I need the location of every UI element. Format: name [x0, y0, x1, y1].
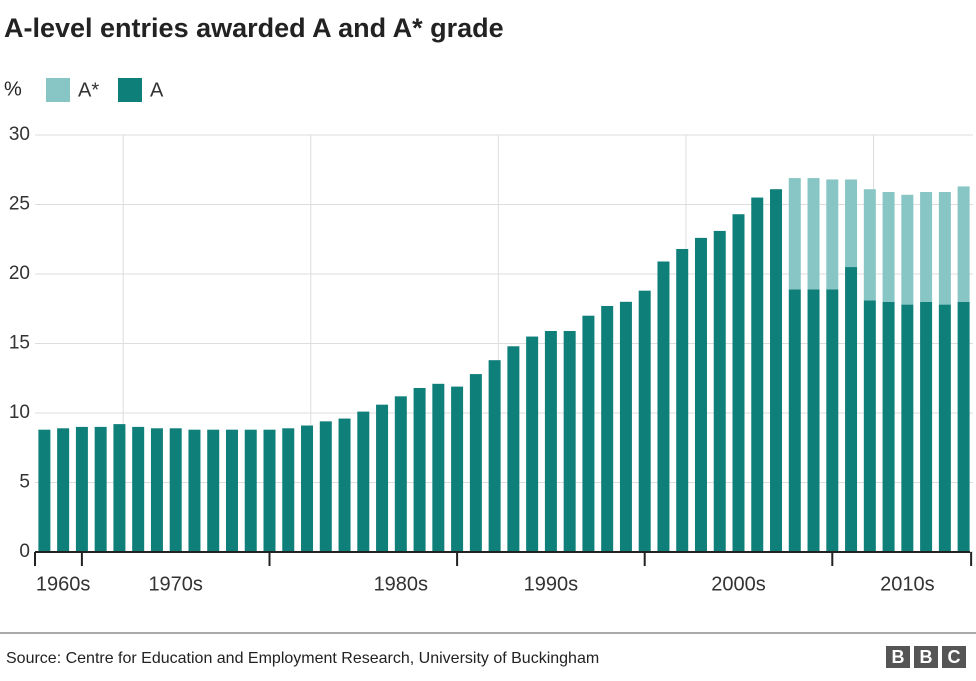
legend-swatch	[46, 78, 70, 102]
logo-box	[886, 646, 910, 668]
bar	[244, 429, 257, 552]
chart-title: A-level entries awarded A and A* grade	[4, 13, 504, 43]
bar	[863, 189, 876, 301]
bar	[132, 426, 145, 552]
bar	[638, 290, 651, 552]
bar	[544, 330, 557, 552]
bar	[451, 386, 464, 552]
bar	[488, 360, 501, 552]
bar	[713, 230, 726, 552]
bar	[901, 304, 914, 552]
bar	[150, 428, 163, 552]
bar	[901, 194, 914, 305]
logo-letter: B	[892, 647, 905, 667]
bar	[169, 428, 182, 552]
logo-letter: C	[948, 647, 961, 667]
x-tick-label: 2000s	[711, 573, 766, 595]
bar	[845, 267, 858, 552]
bar	[376, 404, 389, 552]
y-tick-label: 0	[19, 541, 30, 562]
bar	[469, 374, 482, 552]
bar	[863, 300, 876, 552]
bar	[826, 179, 839, 290]
bar	[263, 429, 276, 552]
bar	[563, 330, 576, 552]
bar	[319, 421, 332, 552]
y-tick-label: 5	[19, 472, 30, 493]
bar	[788, 289, 801, 552]
x-tick-label: 1980s	[374, 573, 429, 595]
bar	[826, 289, 839, 552]
bar	[920, 191, 933, 302]
bar	[413, 387, 426, 552]
bar	[75, 426, 88, 552]
legend-label: A*	[78, 79, 99, 101]
x-tick-label: 1960s	[36, 573, 91, 595]
bar	[338, 418, 351, 552]
bar	[657, 261, 670, 552]
bar	[188, 429, 201, 552]
bar	[845, 179, 858, 268]
y-tick-label: 20	[9, 263, 30, 284]
bar	[751, 197, 764, 553]
bar	[57, 428, 70, 552]
y-tick-label: 10	[9, 402, 30, 423]
bar	[526, 336, 539, 552]
x-tick-label: 1990s	[524, 573, 579, 595]
y-unit: %	[4, 78, 22, 100]
logo-box	[942, 646, 966, 668]
bar	[394, 396, 407, 552]
bar	[357, 411, 370, 552]
bar	[788, 178, 801, 290]
bar	[938, 191, 951, 305]
bar	[38, 429, 51, 552]
bar	[920, 301, 933, 552]
bar	[113, 424, 126, 552]
x-tick-label: 1970s	[148, 573, 203, 595]
legend: A* A	[46, 78, 164, 102]
bar	[676, 248, 689, 553]
bar	[507, 346, 520, 552]
bar	[207, 429, 220, 552]
legend-label: A	[150, 79, 164, 101]
bar	[301, 425, 314, 552]
y-tick-label: 15	[9, 333, 30, 354]
bar	[225, 429, 238, 552]
logo-letter: B	[920, 647, 933, 667]
bar	[807, 289, 820, 552]
bar	[582, 315, 595, 552]
bar	[694, 237, 707, 553]
bar	[938, 304, 951, 552]
bar	[601, 305, 614, 552]
bar	[282, 428, 295, 552]
bar	[957, 186, 970, 302]
bar	[619, 301, 632, 552]
y-tick-label: 25	[9, 194, 30, 215]
y-tick-label: 30	[9, 124, 30, 145]
bar	[882, 301, 895, 552]
source: Source: Centre for Education and Employm…	[6, 650, 599, 667]
bar	[432, 383, 445, 552]
bar	[957, 301, 970, 552]
bar	[732, 214, 745, 553]
bar	[94, 426, 107, 552]
x-tick-label: 2010s	[880, 573, 935, 595]
bar	[807, 178, 820, 290]
logo-box	[914, 646, 938, 668]
bar	[770, 189, 783, 552]
legend-swatch	[118, 78, 142, 102]
bar	[882, 191, 895, 302]
